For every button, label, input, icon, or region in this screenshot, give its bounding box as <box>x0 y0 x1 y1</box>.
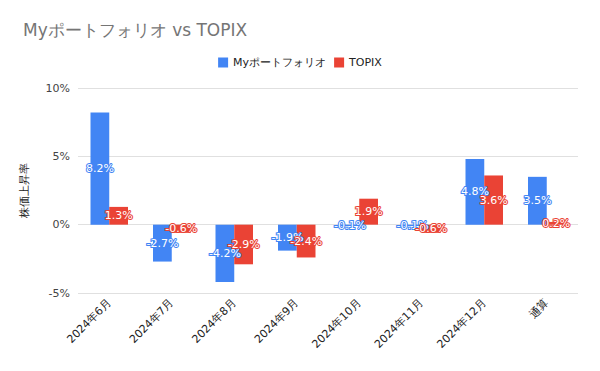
svg-text:10%: 10% <box>46 82 70 95</box>
svg-text:TOPIX: TOPIX <box>348 56 382 69</box>
svg-text:-0.6%: -0.6% <box>415 222 447 235</box>
svg-text:-0.1%: -0.1% <box>396 218 429 232</box>
svg-text:-2.7%: -2.7% <box>146 237 178 250</box>
svg-text:-2.4%: -2.4% <box>290 235 322 248</box>
svg-text:5%: 5% <box>53 150 70 163</box>
svg-text:1.9%: 1.9% <box>355 205 383 218</box>
svg-text:Myポートフォリオ vs TOPIX: Myポートフォリオ vs TOPIX <box>23 20 247 40</box>
svg-text:3.6%: 3.6% <box>480 194 508 207</box>
svg-text:2024年11月: 2024年11月 <box>372 296 426 350</box>
svg-text:株価上昇率: 株価上昇率 <box>18 163 31 219</box>
svg-text:-0.6%: -0.6% <box>165 222 197 235</box>
svg-text:2024年7月: 2024年7月 <box>127 296 176 345</box>
svg-text:Myポートフォリオ: Myポートフォリオ <box>233 56 326 69</box>
svg-text:-4.2%: -4.2% <box>208 246 241 260</box>
svg-text:-1.9%: -1.9% <box>271 231 304 245</box>
svg-text:-0.1%: -0.1% <box>334 219 366 232</box>
svg-text:2024年10月: 2024年10月 <box>309 296 363 350</box>
svg-text:2024年6月: 2024年6月 <box>64 296 113 345</box>
svg-text:2024年9月: 2024年9月 <box>252 296 301 345</box>
svg-text:0%: 0% <box>53 218 70 231</box>
svg-text:-2.9%: -2.9% <box>228 238 260 251</box>
svg-text:4.8%: 4.8% <box>460 185 489 199</box>
svg-text:-5%: -5% <box>49 287 70 300</box>
svg-text:2024年12月: 2024年12月 <box>434 296 488 350</box>
svg-text:3.5%: 3.5% <box>523 194 551 207</box>
svg-text:2024年8月: 2024年8月 <box>189 296 238 345</box>
svg-text:8.2%: 8.2% <box>86 162 114 175</box>
svg-text:通算: 通算 <box>527 296 552 321</box>
svg-text:0.2%: 0.2% <box>542 217 570 230</box>
svg-text:1.3%: 1.3% <box>105 209 133 222</box>
